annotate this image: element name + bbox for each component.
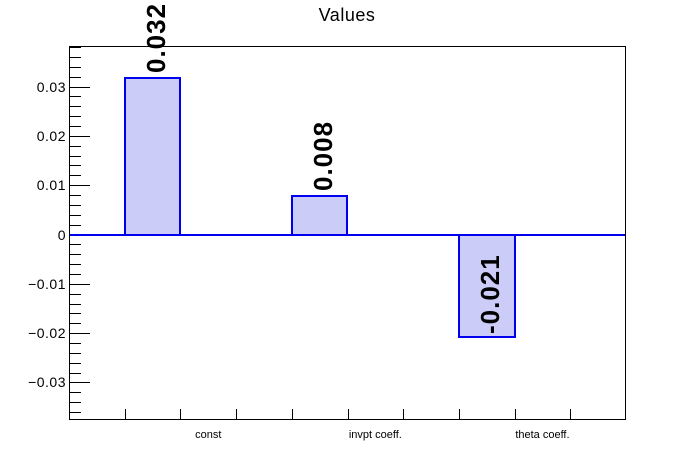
y-axis-tick-label: 0.01 [36, 177, 66, 194]
tick-mark [70, 185, 90, 186]
bar-value-label-const: 0.032 [141, 2, 172, 73]
tick-mark [70, 235, 90, 236]
tick-mark [70, 215, 81, 216]
tick-mark [70, 333, 90, 334]
tick-mark [70, 294, 81, 295]
tick-mark [70, 77, 81, 78]
tick-mark [70, 313, 81, 314]
zero-axis-line [70, 233, 625, 236]
tick-mark [70, 106, 81, 107]
bar-const [123, 76, 182, 236]
tick-mark [70, 96, 81, 97]
y-axis-tick-label: 0.02 [36, 127, 66, 144]
tick-mark [70, 264, 81, 265]
tick-mark [70, 116, 81, 117]
plot-frame [69, 46, 626, 420]
tick-mark [292, 409, 293, 419]
y-axis-tick-label: 0.03 [36, 78, 66, 95]
tick-mark [70, 353, 81, 354]
tick-mark [70, 165, 81, 166]
tick-mark [70, 57, 81, 58]
tick-mark [70, 382, 90, 383]
tick-mark [70, 323, 81, 324]
tick-mark [70, 136, 90, 137]
y-axis-tick-label: 0 [57, 226, 66, 243]
tick-mark [70, 67, 81, 68]
tick-mark [348, 409, 349, 419]
y-axis-tick-label: −0.02 [28, 325, 66, 342]
y-axis-tick-label: −0.01 [28, 275, 66, 292]
tick-mark [70, 343, 81, 344]
tick-mark [70, 392, 81, 393]
bar-value-label-theta: -0.021 [475, 254, 506, 335]
tick-mark [70, 126, 81, 127]
bar-invpt-coeff [290, 195, 349, 236]
x-axis-category-label: const [195, 429, 222, 441]
tick-mark [125, 409, 126, 419]
tick-mark [70, 363, 81, 364]
tick-mark [70, 205, 81, 206]
tick-mark [180, 409, 181, 419]
bar-value-label-invpt: 0.008 [308, 120, 339, 192]
chart-title: Values [318, 5, 376, 25]
tick-mark [459, 409, 460, 419]
x-axis-category-label: invpt coeff. [348, 429, 402, 441]
tick-mark [403, 409, 404, 419]
tick-mark [236, 409, 237, 419]
tick-mark [70, 284, 90, 285]
tick-mark [515, 409, 516, 419]
tick-mark [70, 175, 81, 176]
tick-mark [70, 225, 81, 226]
tick-mark [70, 402, 81, 403]
tick-mark [70, 412, 81, 413]
tick-mark [70, 304, 81, 305]
tick-mark [70, 244, 81, 245]
y-axis-tick-label: −0.03 [28, 374, 66, 391]
tick-mark [70, 156, 81, 157]
tick-mark [70, 274, 81, 275]
tick-mark [70, 146, 81, 147]
tick-mark [570, 409, 571, 419]
tick-mark [70, 47, 81, 48]
tick-mark [70, 87, 90, 88]
tick-mark [70, 195, 81, 196]
x-axis-category-label: theta coeff. [515, 429, 570, 441]
tick-mark [70, 254, 81, 255]
tick-mark [70, 373, 81, 374]
